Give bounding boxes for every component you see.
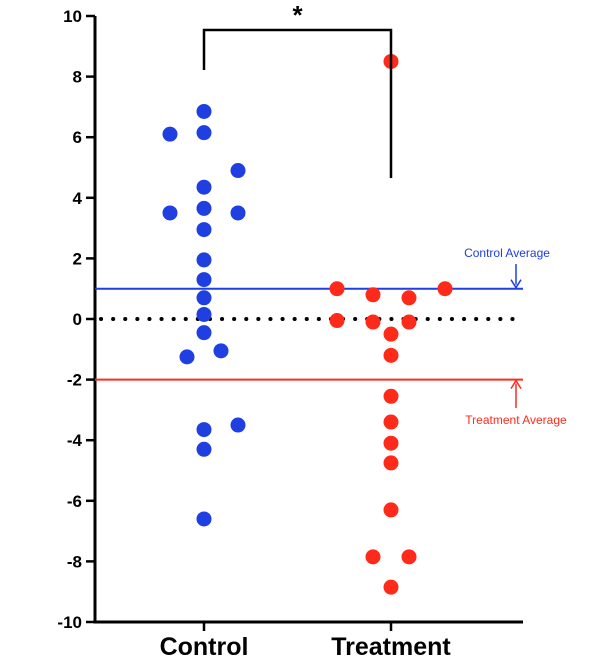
data-point (365, 287, 381, 303)
treatment-average-label: Treatment Average (465, 413, 567, 427)
y-tick-label: 0 (73, 310, 82, 329)
y-tick-label: -8 (67, 552, 82, 571)
data-point (401, 314, 417, 330)
axes: 10 8 6 4 2 0 -2 -4 -6 -8 -10 Control Treatment (57, 7, 523, 661)
data-point (383, 326, 399, 342)
data-point (329, 313, 345, 329)
data-point (329, 281, 345, 297)
y-tick-label: 6 (73, 128, 82, 147)
data-point (196, 441, 212, 457)
data-point (162, 205, 178, 221)
data-point (383, 502, 399, 518)
data-point (365, 549, 381, 565)
y-tick-label: -6 (67, 492, 82, 511)
data-point (213, 343, 229, 359)
data-point (196, 306, 212, 322)
data-point (196, 325, 212, 341)
data-point (230, 163, 246, 179)
significance-marker: * (292, 0, 303, 30)
data-point (162, 126, 178, 142)
data-point (383, 435, 399, 451)
data-point (383, 579, 399, 595)
data-point (196, 125, 212, 141)
significance-bracket (202, 28, 393, 178)
x-category-label: Treatment (331, 633, 451, 661)
data-point (365, 314, 381, 330)
control-average-arrow-head (510, 279, 522, 290)
y-tick-label: 10 (63, 7, 82, 26)
data-point (196, 103, 212, 119)
data-point (196, 179, 212, 195)
data-point (196, 422, 212, 438)
data-points (162, 53, 453, 595)
data-point (196, 222, 212, 238)
treatment-average-arrow-head (510, 379, 522, 389)
data-point (230, 417, 246, 433)
data-point (179, 349, 195, 365)
data-point (196, 200, 212, 216)
data-point (383, 455, 399, 471)
y-tick-label: 4 (73, 189, 83, 208)
y-tick-label: 2 (73, 249, 82, 268)
x-category-label: Control (160, 633, 249, 661)
data-point (383, 414, 399, 430)
y-tick-label: 8 (73, 68, 82, 87)
data-point (437, 281, 453, 297)
annotations: * Control Average Treatment Average (202, 0, 567, 427)
data-point (383, 347, 399, 363)
data-point (196, 290, 212, 306)
data-point (230, 205, 246, 221)
reference-lines (95, 287, 523, 381)
data-point (401, 549, 417, 565)
control-average-label: Control Average (464, 246, 550, 260)
data-point (196, 272, 212, 288)
data-point (196, 511, 212, 527)
y-tick-label: -4 (67, 431, 83, 450)
data-point (196, 252, 212, 268)
y-tick-label: -10 (57, 613, 82, 632)
data-point (383, 388, 399, 404)
data-point (401, 290, 417, 306)
y-tick-label: -2 (67, 371, 82, 390)
